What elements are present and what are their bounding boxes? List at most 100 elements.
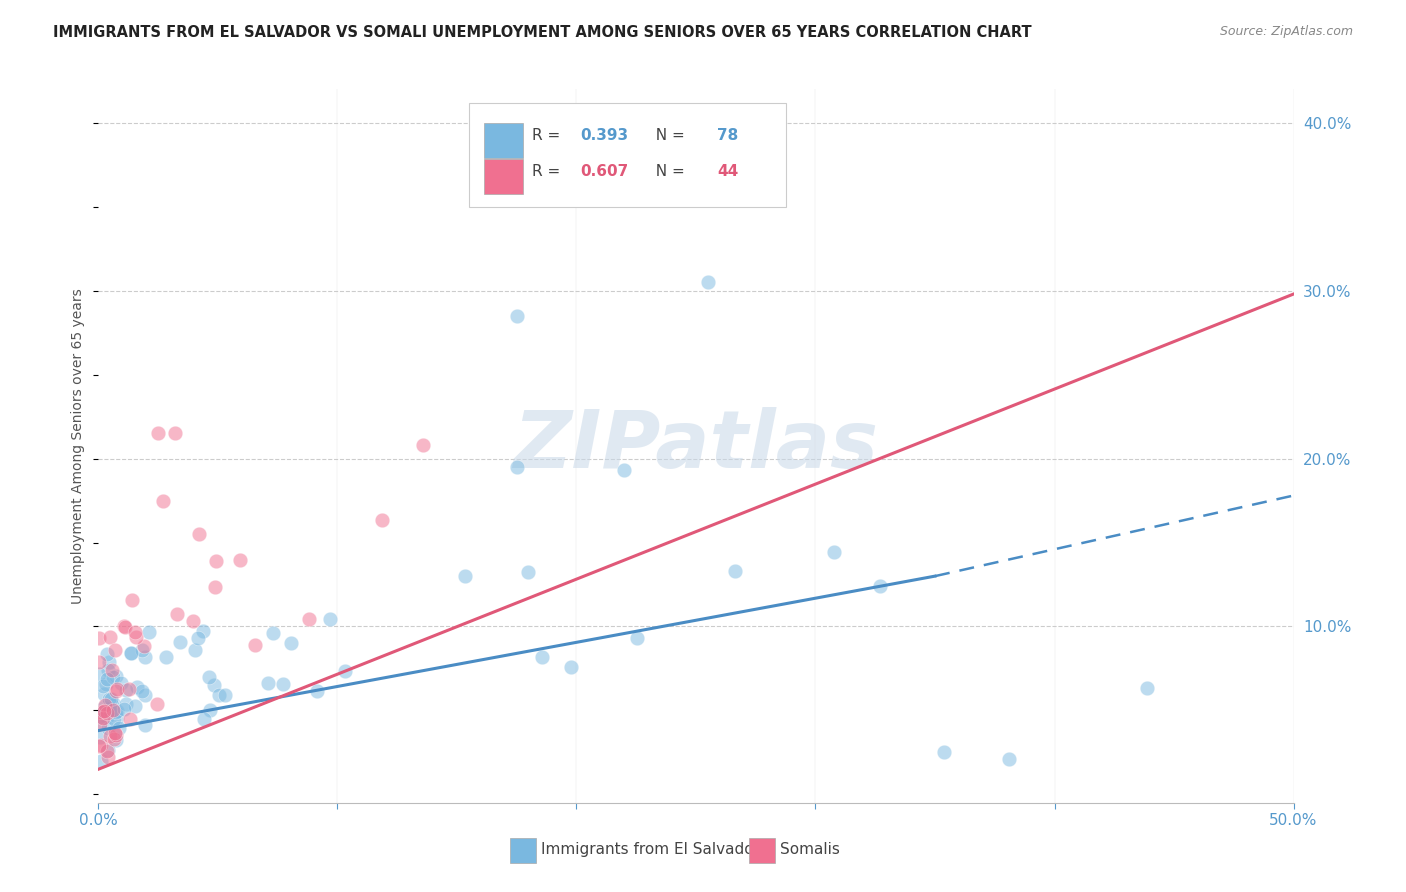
Point — [91, 706, 114, 720]
Point — [131, 684, 153, 698]
Point — [145, 698, 167, 712]
FancyBboxPatch shape — [485, 123, 523, 159]
Point — [104, 705, 127, 719]
Point — [124, 624, 146, 639]
Point — [187, 527, 209, 541]
FancyBboxPatch shape — [485, 159, 523, 194]
Point — [101, 703, 124, 717]
Point — [87, 739, 110, 754]
Point — [134, 717, 156, 731]
Point — [516, 565, 538, 579]
Point — [148, 426, 170, 441]
Point — [506, 460, 529, 475]
Point — [96, 744, 118, 758]
Point — [187, 631, 209, 645]
Point — [117, 681, 139, 696]
Point — [280, 636, 302, 650]
Point — [934, 745, 956, 759]
Point — [823, 544, 845, 558]
Point — [87, 632, 110, 646]
Point — [104, 642, 127, 657]
Point — [97, 743, 120, 757]
Point — [101, 670, 124, 684]
Text: N =: N = — [645, 164, 689, 178]
Point — [134, 688, 156, 702]
Point — [127, 680, 149, 694]
Point — [214, 688, 236, 702]
Point — [998, 752, 1021, 766]
Text: 0.393: 0.393 — [581, 128, 628, 143]
Text: N =: N = — [645, 128, 689, 143]
Point — [105, 704, 128, 718]
Point — [166, 607, 188, 622]
Point — [94, 676, 117, 690]
Point — [97, 664, 120, 678]
Point — [205, 554, 228, 568]
Point — [90, 754, 112, 768]
Point — [97, 692, 120, 706]
Text: Source: ZipAtlas.com: Source: ZipAtlas.com — [1219, 25, 1353, 38]
Point — [198, 670, 221, 684]
Point — [98, 704, 121, 718]
Point — [112, 619, 135, 633]
Point — [120, 646, 142, 660]
Point — [104, 669, 127, 683]
Point — [305, 683, 328, 698]
Point — [97, 656, 120, 670]
Point — [202, 678, 225, 692]
Point — [114, 620, 136, 634]
Point — [89, 710, 111, 724]
Point — [100, 664, 122, 678]
Point — [120, 646, 142, 660]
Text: IMMIGRANTS FROM EL SALVADOR VS SOMALI UNEMPLOYMENT AMONG SENIORS OVER 65 YEARS C: IMMIGRANTS FROM EL SALVADOR VS SOMALI UN… — [53, 25, 1032, 40]
FancyBboxPatch shape — [748, 838, 775, 863]
Point — [96, 706, 118, 721]
Point — [100, 700, 122, 714]
Point — [105, 732, 128, 747]
Point — [91, 711, 114, 725]
Text: 44: 44 — [717, 164, 738, 178]
Point — [100, 692, 122, 706]
Point — [257, 676, 280, 690]
Text: ZIPatlas: ZIPatlas — [513, 407, 879, 485]
Point — [96, 672, 118, 686]
Point — [91, 679, 114, 693]
Point — [869, 579, 891, 593]
Point — [183, 642, 205, 657]
Point — [370, 513, 392, 527]
Point — [93, 704, 115, 718]
Point — [724, 564, 747, 578]
Point — [112, 702, 135, 716]
Point — [105, 711, 128, 725]
Point — [90, 706, 112, 720]
Y-axis label: Unemployment Among Seniors over 65 years: Unemployment Among Seniors over 65 years — [72, 288, 86, 604]
Point — [115, 697, 138, 711]
Point — [531, 649, 554, 664]
Point — [97, 749, 120, 764]
Point — [193, 712, 215, 726]
Point — [1136, 681, 1159, 695]
Point — [198, 703, 221, 717]
Point — [613, 463, 636, 477]
Point — [121, 593, 143, 607]
Point — [454, 569, 477, 583]
Point — [335, 664, 357, 678]
Point — [131, 643, 153, 657]
Point — [105, 681, 128, 696]
Point — [120, 712, 142, 726]
Point — [93, 699, 115, 714]
Point — [155, 649, 177, 664]
Text: Immigrants from El Salvador: Immigrants from El Salvador — [541, 842, 759, 856]
Text: 78: 78 — [717, 128, 738, 143]
Point — [271, 677, 294, 691]
Point — [560, 660, 582, 674]
Point — [87, 666, 110, 681]
Point — [96, 710, 118, 724]
FancyBboxPatch shape — [470, 103, 786, 207]
Text: R =: R = — [533, 128, 565, 143]
Point — [193, 624, 215, 638]
Point — [98, 730, 121, 744]
Point — [243, 638, 266, 652]
Point — [101, 698, 124, 712]
Point — [138, 624, 160, 639]
